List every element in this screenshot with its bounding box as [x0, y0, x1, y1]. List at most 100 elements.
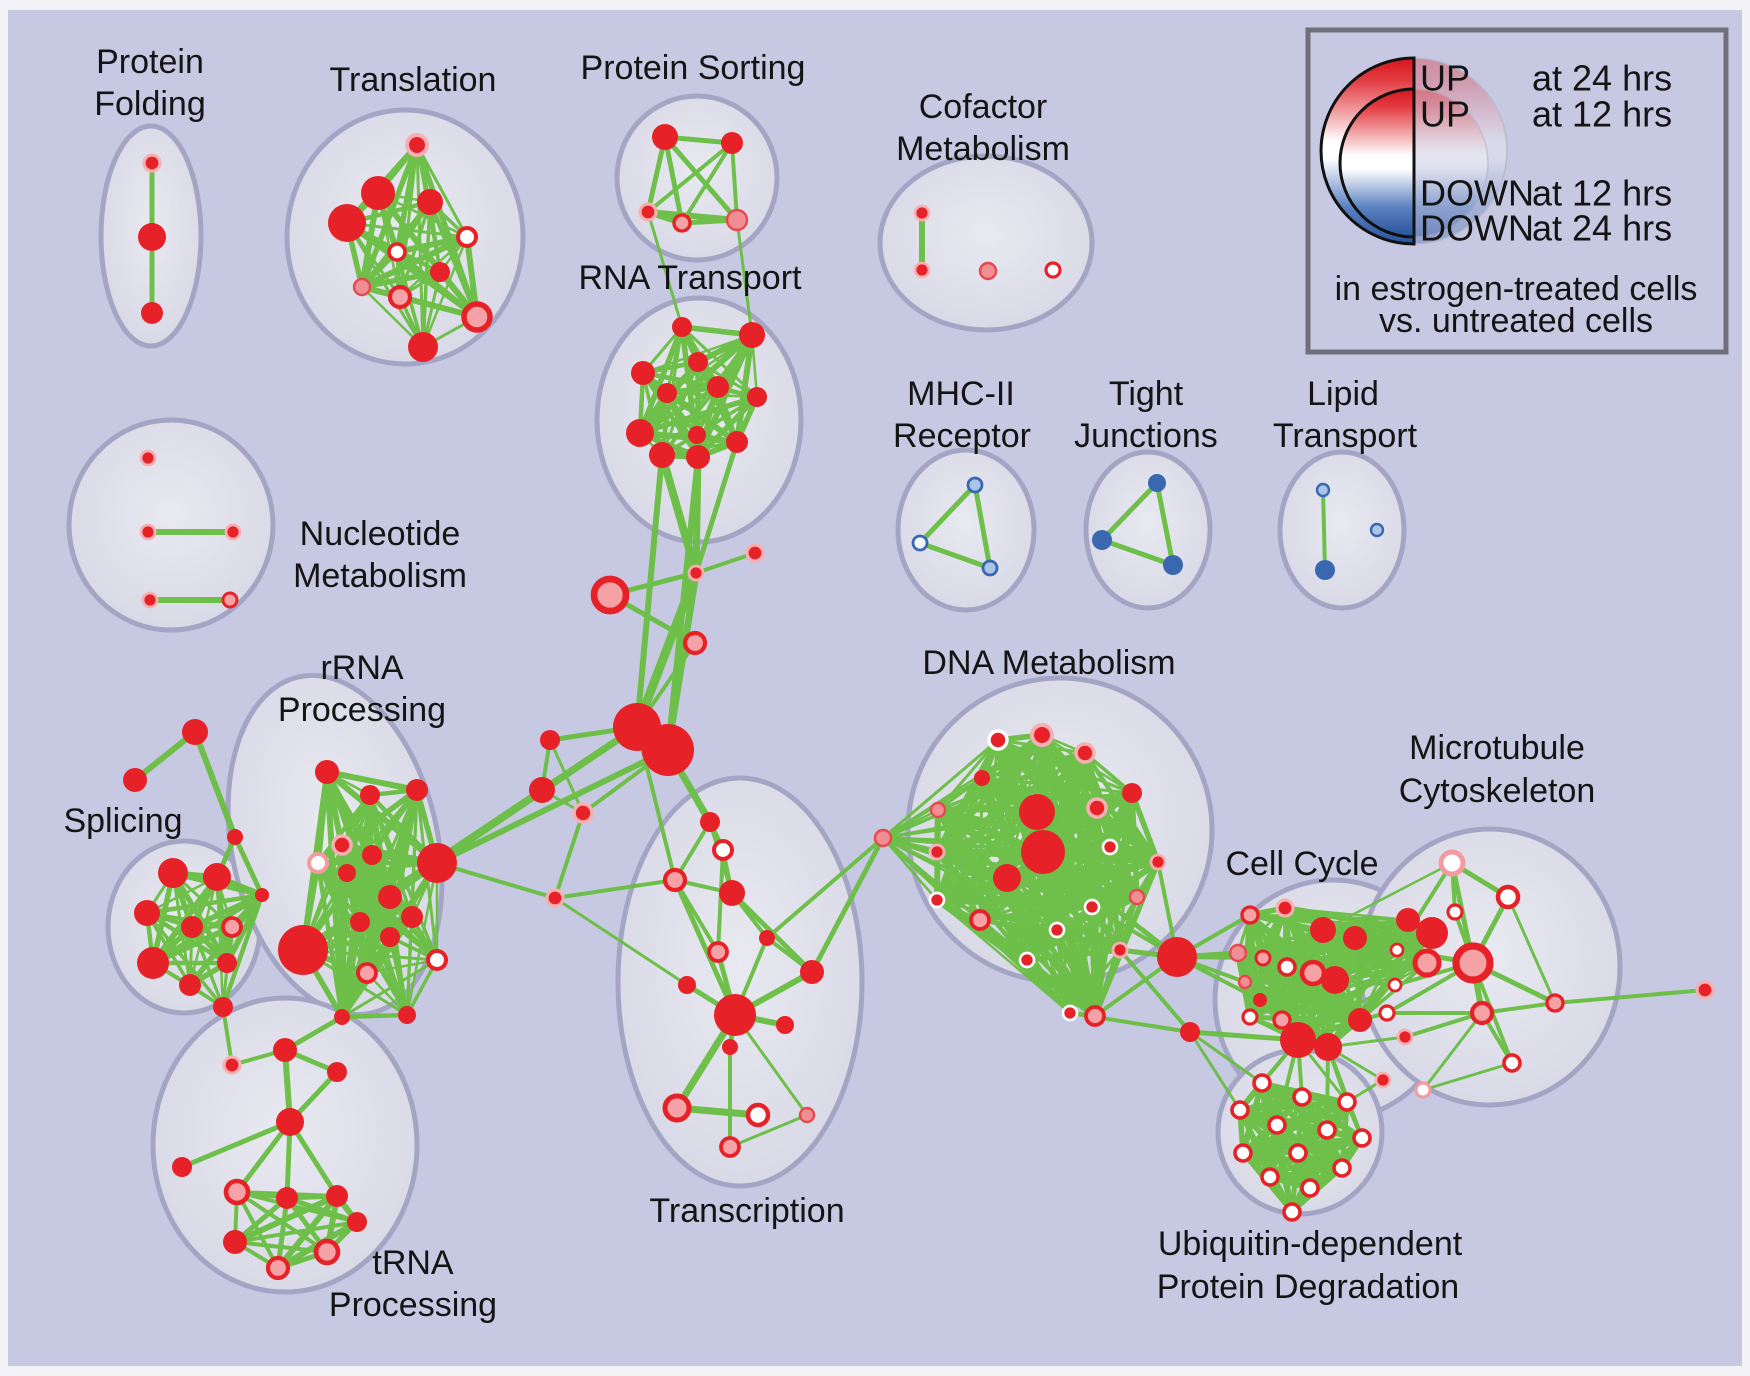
cluster-label-trna-processing: tRNA	[372, 1244, 454, 1282]
network-edge	[339, 870, 350, 1020]
network-node-transcription	[722, 1039, 738, 1055]
network-node-cellcycle	[1280, 1022, 1316, 1058]
network-node-lipid	[1315, 560, 1335, 580]
network-edge	[1321, 861, 1454, 932]
network-edge	[735, 218, 754, 337]
network-edge	[315, 792, 373, 866]
network-node-microtubule	[1446, 903, 1464, 921]
network-edge	[1188, 1030, 1242, 1112]
cluster-label-lipid-transport: Lipid	[1307, 375, 1379, 413]
network-node-cellcycle	[1241, 1008, 1259, 1026]
network-edge	[662, 134, 685, 226]
network-node-trna	[276, 1187, 298, 1209]
network-edge	[979, 750, 1088, 781]
network-edge	[427, 199, 480, 320]
network-node-transcription	[719, 880, 745, 906]
network-node-trna	[273, 1038, 297, 1062]
network-node-cellcycle	[1416, 917, 1448, 949]
network-node-splicing_triangle	[182, 719, 208, 745]
network-node-rrna	[278, 925, 328, 975]
network-edge	[694, 551, 757, 575]
network-node-bridges	[1414, 1081, 1432, 1099]
network-node-ubiquitin	[1292, 1087, 1312, 1107]
network-node-nucleotide	[139, 523, 157, 541]
network-node-dna	[974, 770, 990, 786]
network-edge	[917, 540, 993, 571]
network-node-dna	[1083, 898, 1101, 916]
network-node-transcription	[662, 867, 688, 893]
network-edge	[315, 860, 370, 976]
network-node-cellcycle	[1321, 966, 1349, 994]
network-node-central	[590, 575, 630, 615]
cluster-label-splicing: Splicing	[63, 802, 182, 840]
network-node-ubiquitin	[1233, 1143, 1253, 1163]
network-node-rna_transport	[739, 322, 765, 348]
network-edge	[680, 141, 734, 225]
network-node-trna	[222, 1055, 242, 1075]
network-node-cellcycle	[1275, 898, 1295, 918]
network-node-transcription	[798, 1106, 816, 1124]
network-node-trna	[223, 1230, 247, 1254]
network-node-cellcycle	[1396, 908, 1420, 932]
network-node-rna_transport	[688, 352, 708, 372]
network-node-rna_transport	[626, 419, 654, 447]
network-node-dna	[1048, 921, 1066, 939]
network-node-central	[540, 730, 560, 750]
cluster-label-cofactor-metabolism: Metabolism	[896, 130, 1070, 168]
network-edge	[716, 848, 725, 954]
network-node-cellcycle	[1314, 1033, 1342, 1061]
network-edge	[881, 836, 1122, 952]
network-edge	[339, 919, 363, 1020]
network-node-protein_folding	[142, 153, 162, 173]
network-edge	[324, 769, 420, 793]
network-node-translation	[405, 133, 429, 157]
network-node-ubiquitin	[1267, 1115, 1287, 1135]
network-edge	[553, 811, 585, 900]
network-node-protein_sorting	[638, 202, 658, 222]
network-node-tight_junctions	[1163, 555, 1183, 575]
network-edge	[1403, 1011, 1484, 1039]
network-node-dna	[1019, 794, 1055, 830]
network-node-tight_junctions	[1092, 530, 1112, 550]
network-node-nucleotide	[139, 449, 157, 467]
cluster-ellipse-mhc-ii-receptor	[895, 447, 1037, 613]
network-node-mhc	[966, 476, 984, 494]
cluster-label-ubiquitin-degradation: Ubiquitin-dependent	[1158, 1225, 1463, 1263]
network-node-protein_sorting	[725, 208, 749, 232]
network-node-cellcycle	[1277, 957, 1297, 977]
network-edge	[234, 1119, 293, 1195]
cluster-label-nucleotide-metabolism: Nucleotide	[300, 515, 461, 553]
network-node-dna	[928, 891, 946, 909]
network-node-transcription	[714, 994, 756, 1036]
network-node-transcription	[662, 1093, 692, 1123]
network-node-cellcycle	[1254, 949, 1272, 967]
network-edge	[646, 141, 734, 214]
node-layer	[123, 124, 1715, 1281]
legend-inner-circle-left	[1338, 87, 1416, 239]
network-edge	[415, 143, 469, 239]
network-node-dna	[993, 864, 1021, 892]
network-edge	[1553, 988, 1707, 1005]
cluster-label-translation: Translation	[330, 61, 497, 99]
network-node-nucleotide	[141, 591, 159, 609]
network-node-trna	[276, 1108, 304, 1136]
network-edge	[978, 860, 1160, 922]
network-node-transcription	[545, 888, 565, 908]
cluster-label-mhc-ii-receptor: Receptor	[893, 417, 1031, 455]
network-edge	[220, 892, 265, 1010]
network-node-splicing	[255, 888, 269, 902]
network-node-splicing	[137, 947, 169, 979]
cluster-label-dna-metabolism: DNA Metabolism	[922, 644, 1175, 682]
network-node-transcription	[745, 1102, 771, 1128]
network-edge	[664, 390, 740, 445]
network-node-rrna	[331, 834, 353, 856]
network-node-central	[642, 724, 694, 776]
network-node-cofactor	[978, 261, 998, 281]
network-edge	[696, 360, 759, 399]
network-node-protein_sorting	[721, 132, 743, 154]
network-node-cellcycle	[1228, 943, 1248, 963]
network-node-central	[682, 630, 708, 656]
network-edge	[637, 384, 721, 436]
network-node-bridges	[1378, 1004, 1396, 1022]
